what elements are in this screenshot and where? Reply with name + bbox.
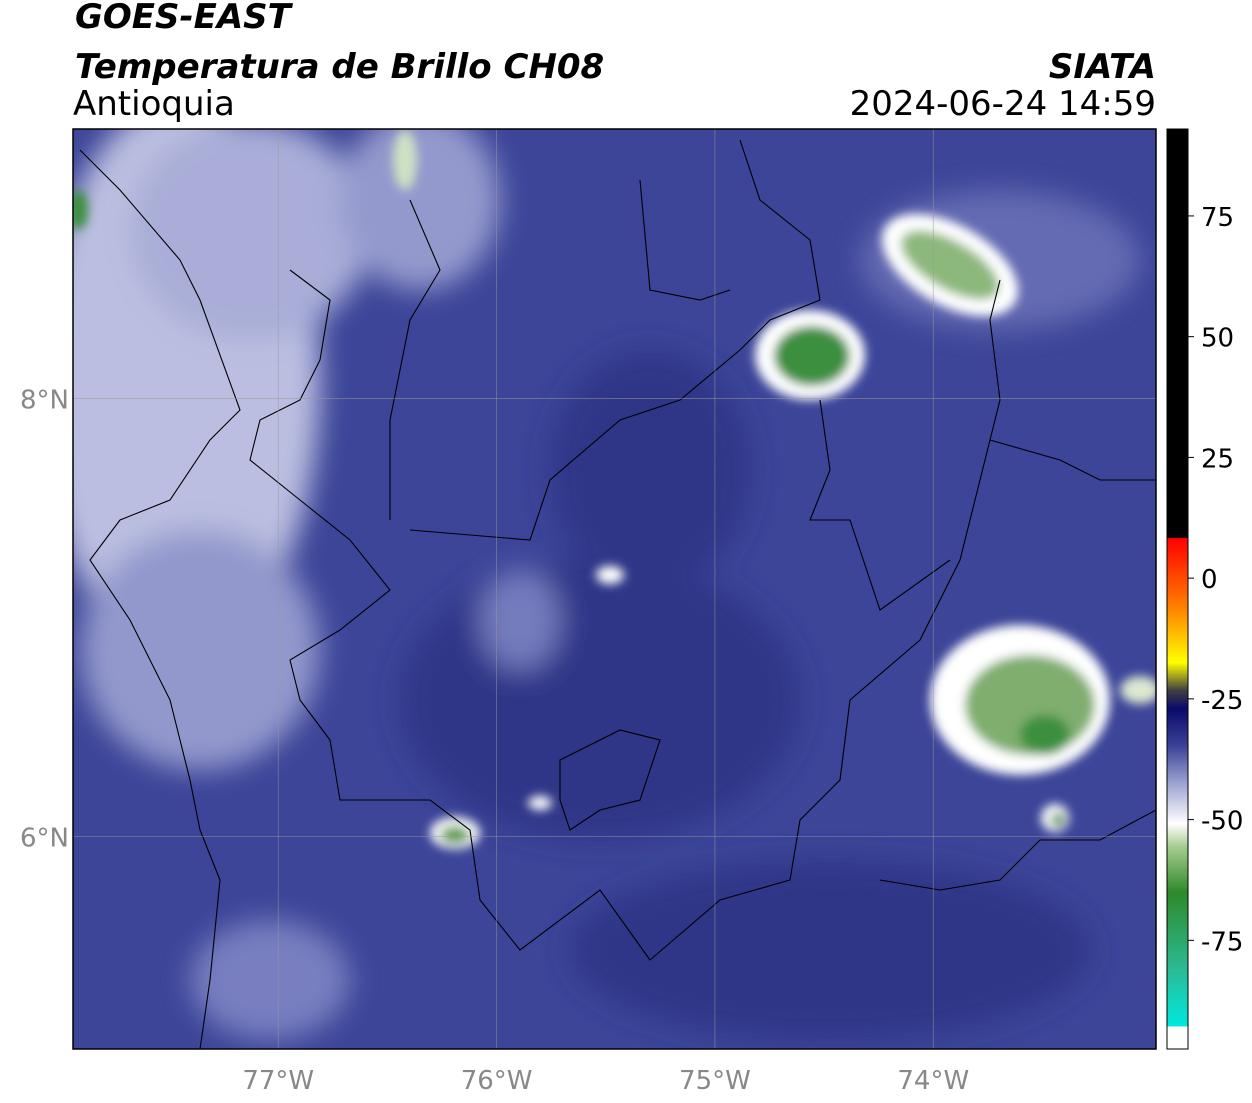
y-tick-label: 6°N [20, 824, 69, 854]
colorbar-tick-label: 75 [1201, 203, 1234, 233]
y-tick-label: 8°N [20, 385, 69, 415]
colorbar-tick-label: 50 [1201, 324, 1234, 354]
x-tick-label: 75°W [679, 1066, 751, 1096]
agency-label: SIATA [1049, 47, 1156, 87]
x-tick-label: 76°W [461, 1066, 533, 1096]
map-image [73, 129, 1156, 1049]
product-title: Temperatura de Brillo CH08 [75, 47, 604, 87]
colorbar [1166, 128, 1189, 1050]
x-tick-label: 74°W [897, 1066, 969, 1096]
grid [73, 129, 1156, 1049]
map-frame [72, 128, 1157, 1050]
colorbar-tick-label: 25 [1201, 444, 1234, 474]
datetime-label: 2024-06-24 14:59 [850, 84, 1156, 124]
colorbar-tick-label: -75 [1201, 927, 1243, 957]
colorbar-tick-label: -50 [1201, 807, 1243, 837]
x-tick-label: 77°W [242, 1066, 314, 1096]
colorbar-tick-label: -25 [1201, 686, 1243, 716]
satellite-title: GOES-EAST [75, 0, 294, 37]
colorbar-tick-label: 0 [1201, 565, 1218, 595]
region-label: Antioquia [73, 84, 235, 124]
